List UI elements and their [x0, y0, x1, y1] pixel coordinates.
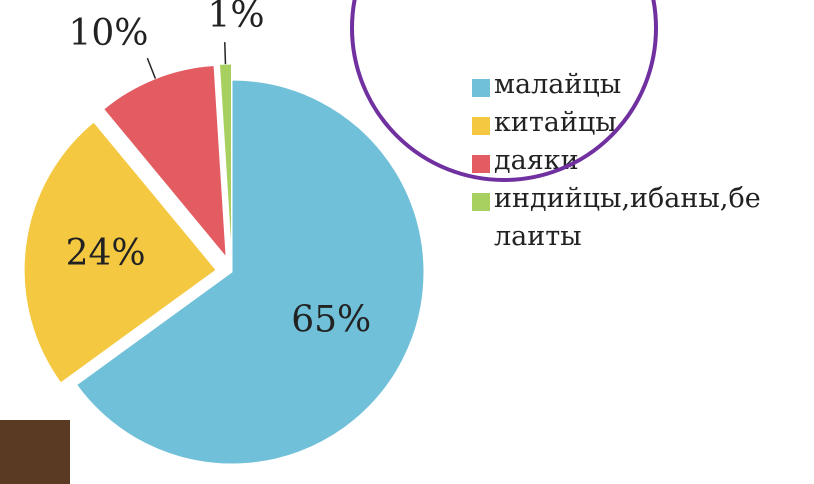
legend-item: индийцы,ибаны,белаиты	[472, 180, 772, 256]
leader-line	[147, 58, 155, 78]
data-label: 10%	[68, 13, 148, 54]
screen: 65% 24% 10% 1% малайцыкитайцыдаякииндийцы,и…	[0, 0, 814, 484]
thumbnail	[0, 420, 70, 484]
data-label: 24%	[66, 233, 146, 274]
data-label: 1%	[207, 0, 264, 36]
legend-swatch	[472, 193, 490, 211]
legend-item: малайцы	[472, 66, 772, 104]
leader-line	[225, 42, 226, 64]
legend-label: индийцы,ибаны,белаиты	[494, 180, 772, 256]
legend-swatch	[472, 155, 490, 173]
legend-swatch	[472, 79, 490, 97]
legend-swatch	[472, 117, 490, 135]
legend-label: китайцы	[494, 104, 617, 142]
legend-label: даяки	[494, 142, 579, 180]
legend-label: малайцы	[494, 66, 621, 104]
data-label: 65%	[291, 300, 371, 341]
legend-item: даяки	[472, 142, 772, 180]
legend-item: китайцы	[472, 104, 772, 142]
